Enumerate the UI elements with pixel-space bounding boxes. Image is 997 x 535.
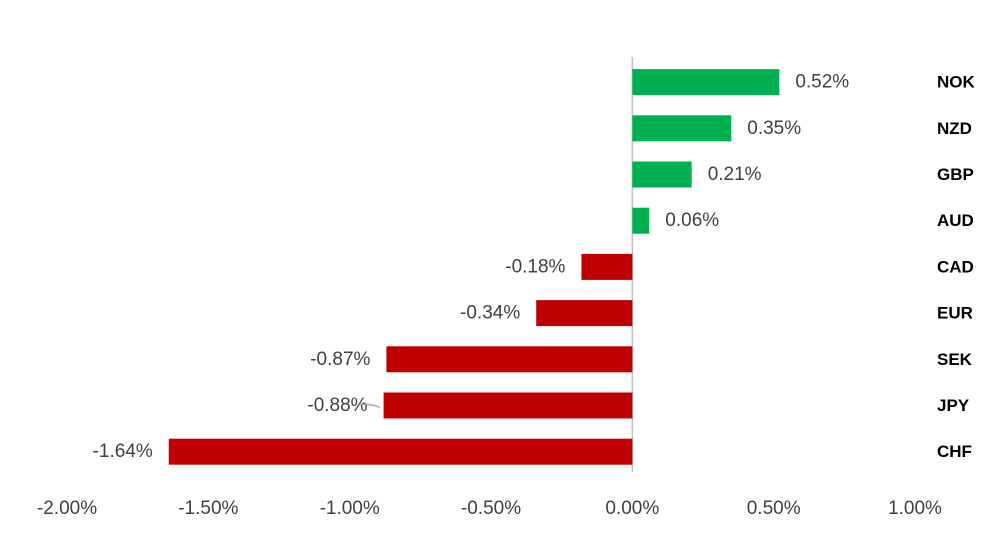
category-label-nzd: NZD	[937, 119, 972, 138]
bar-aud	[632, 207, 650, 234]
bar-eur	[536, 300, 633, 327]
category-label-jpy: JPY	[937, 396, 970, 415]
value-label-nzd: 0.35%	[747, 118, 801, 139]
value-label-nok: 0.52%	[795, 72, 849, 93]
x-tick-label: -0.50%	[461, 498, 521, 519]
bar-nzd	[632, 115, 732, 142]
value-label-jpy: -0.88%	[307, 395, 367, 416]
x-tick-label: 1.00%	[888, 498, 942, 519]
x-tick-label: -2.00%	[37, 498, 97, 519]
bar-jpy	[383, 392, 633, 419]
value-label-gbp: 0.21%	[708, 164, 762, 185]
category-label-sek: SEK	[937, 350, 973, 369]
value-label-sek: -0.87%	[310, 349, 370, 370]
category-label-aud: AUD	[937, 211, 974, 230]
bar-cad	[581, 253, 633, 280]
x-tick-label: -1.00%	[320, 498, 380, 519]
leader-line-jpy	[359, 403, 380, 409]
x-tick-label: 0.50%	[747, 498, 801, 519]
category-label-eur: EUR	[937, 304, 973, 323]
category-label-gbp: GBP	[937, 165, 974, 184]
x-tick-label: 0.00%	[605, 498, 659, 519]
category-label-cad: CAD	[937, 257, 974, 276]
bar-gbp	[632, 161, 692, 188]
category-label-nok: NOK	[937, 73, 976, 92]
value-label-chf: -1.64%	[93, 441, 153, 462]
bar-sek	[386, 346, 633, 373]
x-tick-label: -1.50%	[178, 498, 238, 519]
value-label-eur: -0.34%	[460, 303, 520, 324]
bar-nok	[632, 69, 780, 96]
category-label-chf: CHF	[937, 442, 972, 461]
value-label-cad: -0.18%	[505, 256, 565, 277]
bar-chf	[168, 438, 633, 465]
value-label-aud: 0.06%	[665, 210, 719, 231]
